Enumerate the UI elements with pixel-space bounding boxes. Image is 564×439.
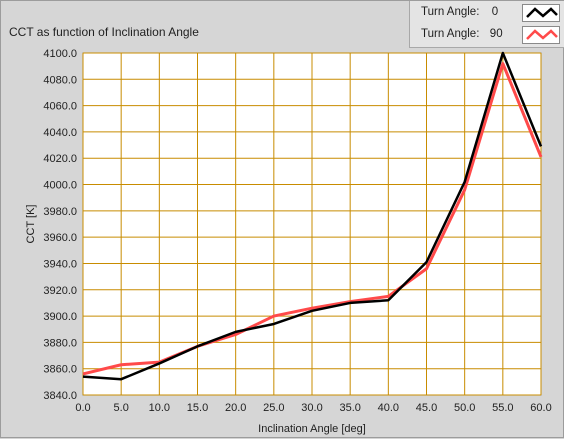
x-axis-title: Inclination Angle [deg]: [258, 423, 366, 435]
y-tick-label: 4000.0: [43, 180, 77, 192]
y-tick-label: 4100.0: [43, 48, 77, 60]
x-tick-label: 5.0: [114, 402, 129, 414]
x-tick-label: 35.0: [339, 402, 360, 414]
x-tick-label: 45.0: [416, 402, 437, 414]
x-tick-label: 50.0: [454, 402, 475, 414]
y-tick-label: 3980.0: [43, 206, 77, 218]
x-tick-label: 0.0: [75, 402, 90, 414]
y-tick-label: 3840.0: [43, 390, 77, 402]
y-axis-title: CCT [K]: [25, 205, 37, 244]
y-tick-label: 3920.0: [43, 285, 77, 297]
x-tick-label: 60.0: [530, 402, 551, 414]
y-tick-label: 3880.0: [43, 337, 77, 349]
y-tick-label: 3860.0: [43, 364, 77, 376]
y-tick-label: 4040.0: [43, 127, 77, 139]
y-tick-label: 3900.0: [43, 311, 77, 323]
x-tick-label: 55.0: [492, 402, 513, 414]
x-tick-label: 25.0: [263, 402, 284, 414]
x-tick-label: 10.0: [149, 402, 170, 414]
y-tick-label: 4060.0: [43, 101, 77, 113]
y-tick-label: 4020.0: [43, 153, 77, 165]
y-tick-label: 4080.0: [43, 74, 77, 86]
x-tick-label: 20.0: [225, 402, 246, 414]
x-tick-label: 15.0: [187, 402, 208, 414]
y-tick-label: 3940.0: [43, 258, 77, 270]
x-tick-label: 40.0: [378, 402, 399, 414]
x-tick-label: 30.0: [301, 402, 322, 414]
y-tick-label: 3960.0: [43, 232, 77, 244]
